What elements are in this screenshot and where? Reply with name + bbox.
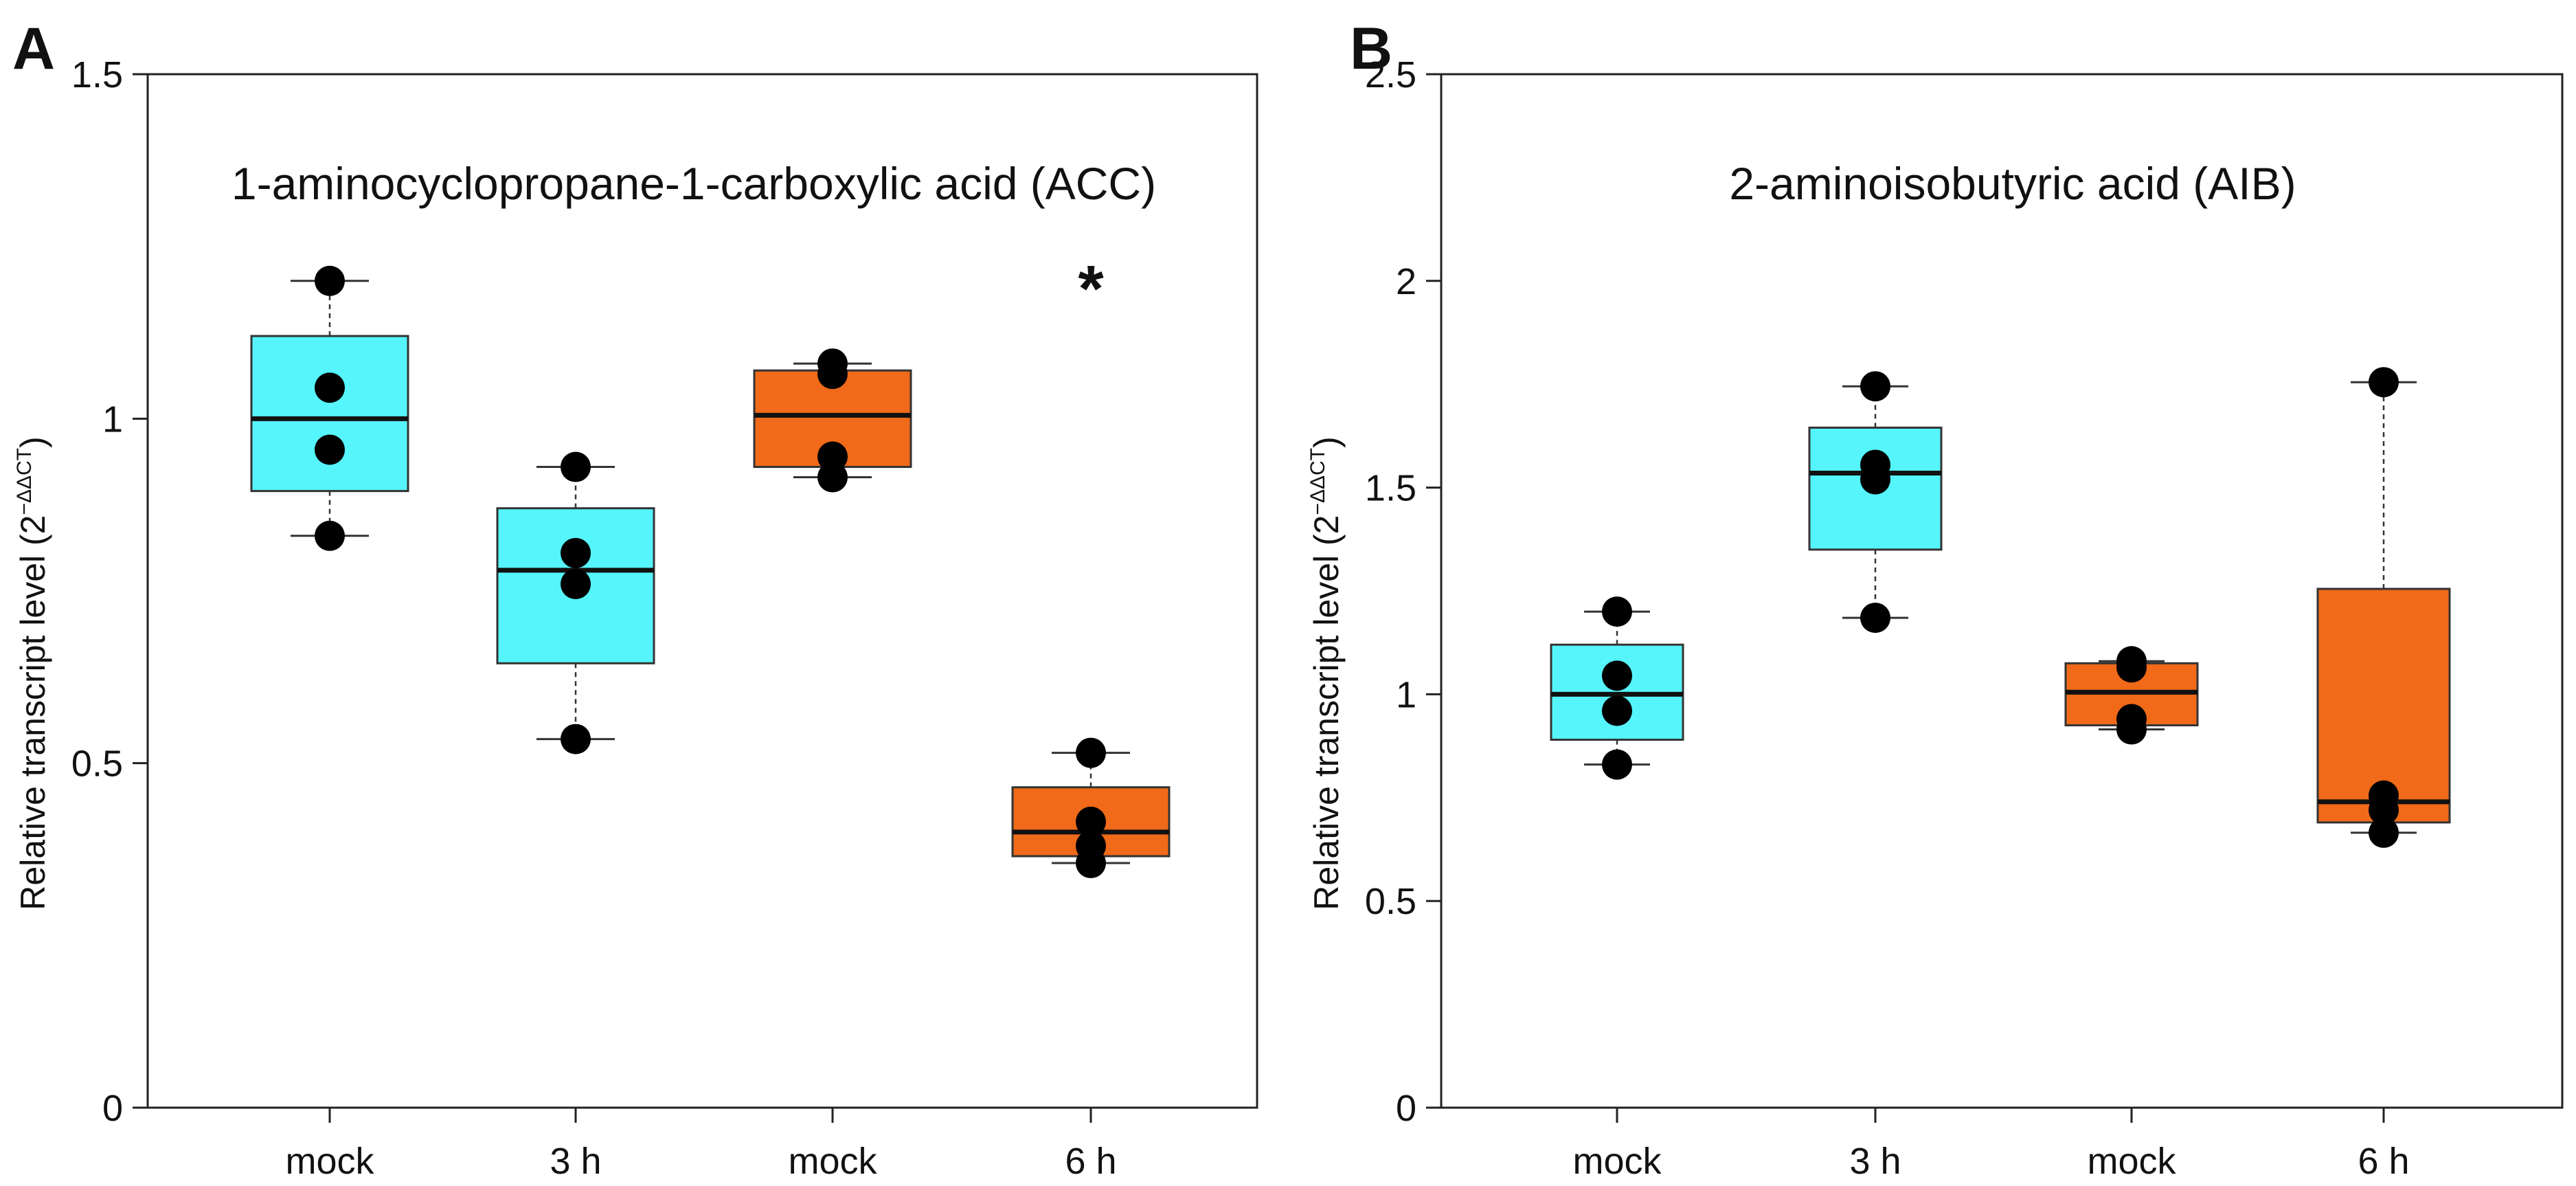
y-tick-label: 1.5 xyxy=(1365,468,1416,509)
data-point xyxy=(1076,806,1106,837)
data-point xyxy=(1076,830,1106,861)
y-axis-label: Relative transcript level (2−ΔΔCT) xyxy=(13,436,52,910)
box-group xyxy=(1550,596,1684,780)
data-point xyxy=(561,724,591,754)
data-point xyxy=(561,537,591,568)
box-group xyxy=(753,348,912,493)
data-point xyxy=(561,451,591,482)
x-tick-label: mock xyxy=(788,1141,877,1182)
data-point xyxy=(2369,817,2399,848)
box-group xyxy=(2064,646,2199,745)
chart-title: 1-aminocyclopropane-1-carboxylic acid (A… xyxy=(231,158,1156,209)
plot-frame xyxy=(1440,73,2564,1109)
data-point xyxy=(1860,449,1890,480)
data-point xyxy=(1602,660,1632,691)
data-point xyxy=(315,520,345,551)
y-tick-label: 0.5 xyxy=(71,743,123,785)
y-tick-label: 0 xyxy=(102,1088,123,1129)
data-point xyxy=(817,348,848,379)
x-tick-label: 6 h xyxy=(1065,1141,1116,1182)
panel-letter: B xyxy=(1350,16,1392,82)
data-point xyxy=(2369,780,2399,811)
y-tick-label: 0.5 xyxy=(1365,881,1416,922)
y-tick-label: 2 xyxy=(1396,261,1416,302)
box-group xyxy=(1011,737,1171,879)
y-axis-label-close: ) xyxy=(14,436,52,448)
y-axis-label-superscript: −ΔΔCT xyxy=(1307,448,1329,515)
data-point xyxy=(1602,596,1632,627)
box-group xyxy=(496,451,655,754)
box-group xyxy=(250,265,409,551)
significance-marker: * xyxy=(1078,252,1104,326)
y-tick-label: 1 xyxy=(1396,674,1416,715)
data-point xyxy=(817,462,848,493)
data-point xyxy=(561,568,591,599)
plot-frame xyxy=(146,73,1258,1109)
data-point xyxy=(817,441,848,472)
panel-a-chart: A 1-aminocyclopropane-1-carboxylic acid (… xyxy=(12,16,1258,1182)
x-tick-label: mock xyxy=(2087,1141,2176,1182)
x-tick-label: mock xyxy=(1572,1141,1662,1182)
data-point xyxy=(315,372,345,403)
box-group xyxy=(1808,371,1943,634)
y-tick-label: 2.5 xyxy=(1365,54,1416,96)
data-point xyxy=(2116,646,2147,677)
data-point xyxy=(2116,704,2147,735)
x-tick-label: 3 h xyxy=(550,1141,601,1182)
y-tick-label: 1 xyxy=(102,399,123,440)
data-point xyxy=(315,265,345,296)
x-tick-label: 6 h xyxy=(2358,1141,2409,1182)
data-point xyxy=(1860,371,1890,402)
y-axis-label-text: Relative transcript level (2 xyxy=(14,515,52,910)
data-point xyxy=(315,434,345,465)
data-point xyxy=(1602,749,1632,780)
box-group xyxy=(2316,367,2451,848)
y-axis-label-close: ) xyxy=(1307,436,1346,448)
x-tick-label: mock xyxy=(285,1141,374,1182)
y-axis-label: Relative transcript level (2−ΔΔCT) xyxy=(1307,436,1346,910)
y-axis-label-text: Relative transcript level (2 xyxy=(1307,515,1346,910)
iqr-box xyxy=(250,335,409,493)
data-point xyxy=(1076,737,1106,768)
panel-letter: A xyxy=(12,16,55,82)
chart-title: 2-aminoisobutyric acid (AIB) xyxy=(1729,158,2296,209)
data-point xyxy=(1860,603,1890,634)
data-point xyxy=(1602,695,1632,726)
y-tick-label: 0 xyxy=(1396,1088,1416,1129)
x-tick-label: 3 h xyxy=(1849,1141,1901,1182)
y-tick-label: 1.5 xyxy=(71,54,123,96)
panel-b-chart: B 2-aminoisobutyric acid (AIB) 0 0.5 1 1.5 2 2.… xyxy=(1307,16,2564,1182)
data-point xyxy=(2369,367,2399,398)
y-axis-label-superscript: −ΔΔCT xyxy=(13,448,36,515)
